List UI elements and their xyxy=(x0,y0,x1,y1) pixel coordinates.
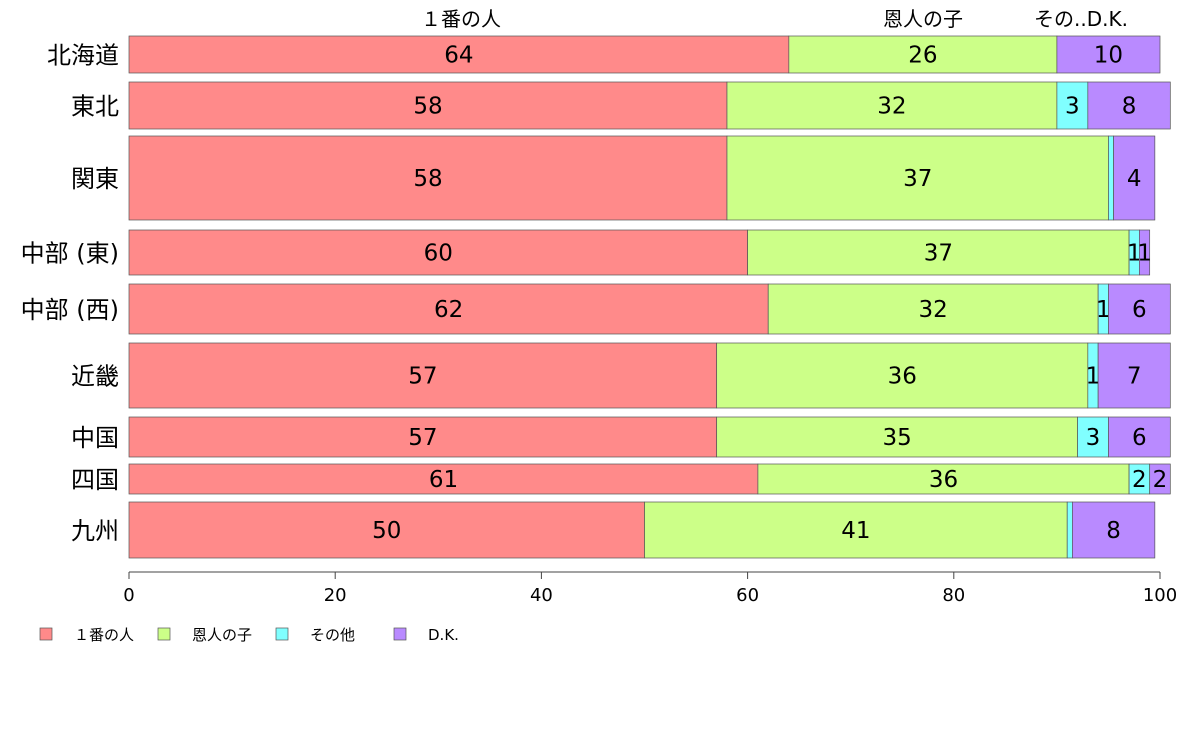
bar-東北-１番の人 xyxy=(128,81,728,130)
data-label: 32 xyxy=(919,297,948,323)
bar-関東-D.K. xyxy=(1113,135,1156,221)
column-header: １番の人 xyxy=(421,7,501,31)
legend: １番の人 恩人の子 その他 D.K. xyxy=(39,626,459,644)
bar-中国-恩人の子 xyxy=(716,416,1078,458)
bar-九州-恩人の子 xyxy=(644,501,1068,559)
legend-swatch-恩人の子 xyxy=(157,627,171,641)
bar-関東-その他 xyxy=(1108,135,1114,221)
bar-東北-その他 xyxy=(1056,81,1089,130)
column-headers: １番の人 恩人の子 その..D.K. xyxy=(421,7,1128,31)
data-label: 8 xyxy=(1122,94,1137,120)
category-label: 九州 xyxy=(71,517,119,545)
data-label: 2 xyxy=(1153,467,1168,493)
category-label: 中国 xyxy=(71,424,119,452)
x-axis: 0 20 40 60 80 100 xyxy=(123,571,1177,606)
data-label: 36 xyxy=(888,364,917,390)
data-label: 26 xyxy=(908,43,937,69)
x-tick-label: 80 xyxy=(942,585,965,606)
bar-北海道-恩人の子 xyxy=(788,35,1058,74)
data-label: 2 xyxy=(1132,467,1147,493)
data-label: 60 xyxy=(424,241,453,267)
x-tick-label: 40 xyxy=(530,585,553,606)
bar-関東-恩人の子 xyxy=(726,135,1109,221)
bar-四国-恩人の子 xyxy=(757,463,1130,495)
data-label: 36 xyxy=(929,467,958,493)
category-label: 中部 (東) xyxy=(21,240,119,268)
data-label: 3 xyxy=(1065,94,1080,120)
legend-swatch-D.K. xyxy=(393,627,407,641)
data-label: 64 xyxy=(444,43,473,69)
bar-北海道-D.K. xyxy=(1056,35,1161,74)
data-label: 35 xyxy=(882,425,911,451)
bar-中部-(西)-１番の人 xyxy=(128,283,769,335)
data-label: 6 xyxy=(1132,425,1147,451)
column-header: 恩人の子 xyxy=(883,7,963,31)
data-label: 10 xyxy=(1094,43,1123,69)
category-label: 関東 xyxy=(71,165,119,193)
data-label: 1 xyxy=(1086,364,1101,390)
data-label: 58 xyxy=(413,94,442,120)
bar-中国-１番の人 xyxy=(128,416,718,458)
data-label: 6 xyxy=(1132,297,1147,323)
data-label: 62 xyxy=(434,297,463,323)
bar-近畿-D.K. xyxy=(1097,342,1171,409)
bar-東北-恩人の子 xyxy=(726,81,1058,130)
x-tick-label: 100 xyxy=(1143,585,1177,606)
bar-近畿-恩人の子 xyxy=(716,342,1089,409)
bar-北海道-１番の人 xyxy=(128,35,790,74)
legend-label: D.K. xyxy=(428,626,459,644)
bar-近畿-１番の人 xyxy=(128,342,718,409)
legend-swatch-その他 xyxy=(275,627,289,641)
data-label: 4 xyxy=(1127,166,1142,192)
data-label: 1 xyxy=(1127,241,1142,267)
category-label: 北海道 xyxy=(47,42,119,70)
data-label: 41 xyxy=(841,518,870,544)
data-label: 8 xyxy=(1106,518,1121,544)
category-label: 四国 xyxy=(71,466,119,494)
column-header: その..D.K. xyxy=(1034,7,1128,31)
bar-中国-D.K. xyxy=(1108,416,1171,458)
category-label: 近畿 xyxy=(71,363,119,391)
legend-label: その他 xyxy=(310,626,355,644)
bar-九州-その他 xyxy=(1066,501,1073,559)
bar-四国-１番の人 xyxy=(128,463,759,495)
data-label: 3 xyxy=(1086,425,1101,451)
category-label: 中部 (西) xyxy=(21,296,119,324)
data-label: 57 xyxy=(408,425,437,451)
legend-label: １番の人 xyxy=(74,626,134,644)
bar-中部-(西)-恩人の子 xyxy=(767,283,1099,335)
data-label: 58 xyxy=(413,166,442,192)
bar-中部-(東)-D.K. xyxy=(1139,229,1151,276)
data-label: 1 xyxy=(1096,297,1111,323)
bar-中部-(東)-恩人の子 xyxy=(747,229,1130,276)
bar-中国-その他 xyxy=(1077,416,1109,458)
legend-swatch-１番の人 xyxy=(39,627,53,641)
legend-label: 恩人の子 xyxy=(192,626,252,644)
data-label: 50 xyxy=(372,518,401,544)
data-label: 32 xyxy=(877,94,906,120)
bar-東北-D.K. xyxy=(1087,81,1171,130)
bar-中部-(西)-D.K. xyxy=(1108,283,1171,335)
data-label: 1 xyxy=(1137,241,1152,267)
data-label: 61 xyxy=(429,467,458,493)
x-tick-label: 60 xyxy=(736,585,759,606)
bar-九州-１番の人 xyxy=(128,501,645,559)
data-label: 37 xyxy=(924,241,953,267)
data-label: 57 xyxy=(408,364,437,390)
bar-四国-D.K. xyxy=(1149,463,1171,495)
x-tick-label: 0 xyxy=(123,585,134,606)
x-tick-label: 20 xyxy=(324,585,347,606)
category-label: 東北 xyxy=(71,93,119,121)
bar-九州-D.K. xyxy=(1072,501,1156,559)
data-label: 7 xyxy=(1127,364,1142,390)
data-label: 37 xyxy=(903,166,932,192)
bar-関東-１番の人 xyxy=(128,135,728,221)
